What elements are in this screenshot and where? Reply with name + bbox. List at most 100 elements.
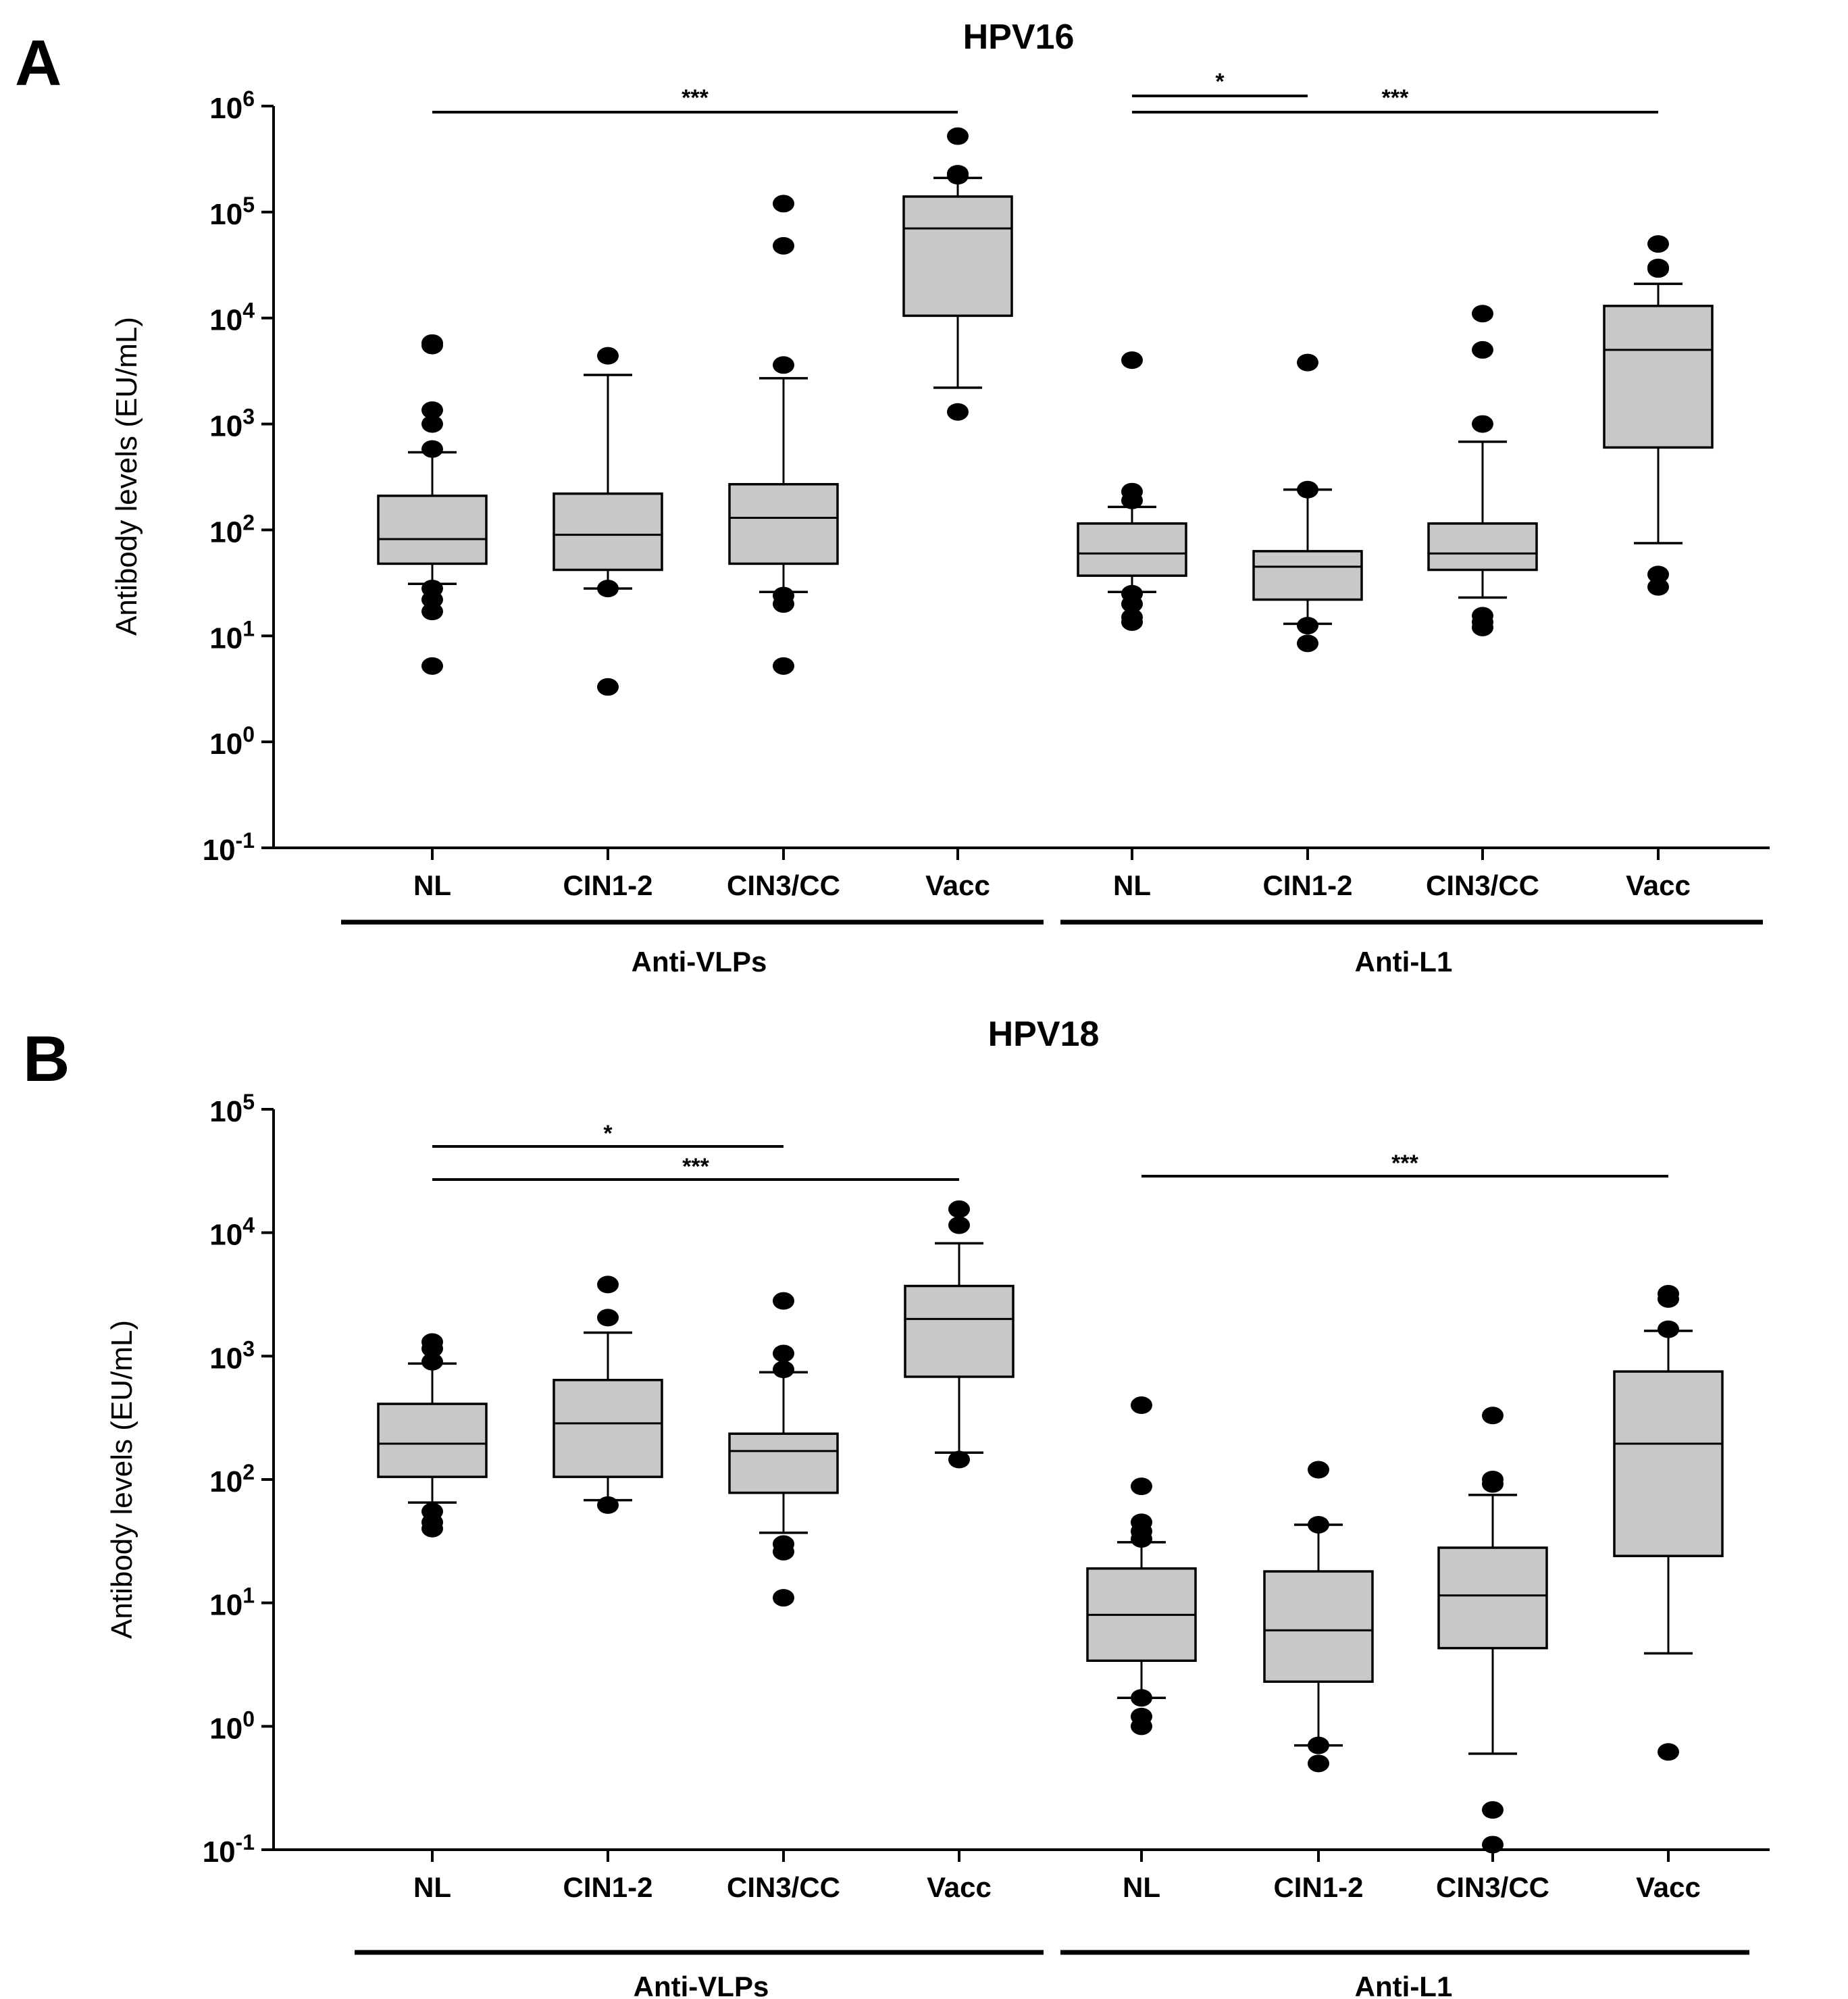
outlier-point bbox=[1297, 634, 1318, 653]
outlier-point bbox=[421, 603, 443, 621]
iqr-box bbox=[553, 1378, 663, 1478]
outlier-point bbox=[421, 440, 443, 458]
significance-label: * bbox=[1215, 69, 1225, 95]
outlier-point bbox=[1121, 613, 1143, 631]
y-tick-label: 104 bbox=[209, 1213, 255, 1252]
outlier-point bbox=[1297, 353, 1318, 372]
outlier-point bbox=[597, 347, 619, 365]
y-tick-base: 10 bbox=[209, 1219, 242, 1252]
y-axis-label-b: Antibody levels (EU/mL) bbox=[105, 1320, 138, 1639]
category-label: Vacc bbox=[927, 1871, 992, 1903]
y-tick-exponent: 5 bbox=[242, 1090, 255, 1114]
significance-label: * bbox=[603, 1121, 613, 1146]
box-anti-l1-vacc bbox=[1613, 1285, 1724, 1761]
outlier-point bbox=[1297, 480, 1318, 499]
outlier-point bbox=[1131, 1396, 1152, 1415]
chart-title-b: HPV18 bbox=[988, 1015, 1100, 1054]
outlier-point bbox=[1472, 305, 1493, 323]
chart-title-a: HPV16 bbox=[963, 18, 1075, 57]
y-tick-label: 103 bbox=[209, 405, 255, 443]
panel-b: B HPV18 Antibody levels (EU/mL) 10510410… bbox=[23, 1015, 1770, 1999]
significance-label: *** bbox=[1382, 85, 1409, 111]
iqr-box bbox=[1252, 550, 1363, 601]
outlier-point bbox=[948, 1216, 970, 1234]
iqr-box bbox=[1077, 522, 1187, 577]
box-anti-l1-nl bbox=[1086, 1396, 1197, 1736]
y-tick-label: 105 bbox=[209, 193, 255, 231]
outlier-point bbox=[1131, 1529, 1152, 1548]
outlier-point bbox=[1308, 1736, 1329, 1754]
boxes-a bbox=[377, 127, 1714, 696]
y-tick-base: 10 bbox=[209, 1712, 242, 1745]
y-tick-base: 10 bbox=[203, 834, 236, 867]
outlier-point bbox=[1121, 595, 1143, 613]
outlier-point bbox=[773, 1292, 794, 1310]
box-anti-l1-nl bbox=[1077, 351, 1187, 631]
outlier-point bbox=[1472, 340, 1493, 359]
box-anti-l1-cin1-2 bbox=[1263, 1461, 1374, 1773]
iqr-box bbox=[1613, 1370, 1724, 1557]
category-label: NL bbox=[1123, 1871, 1160, 1903]
y-tick-exponent: 1 bbox=[242, 616, 255, 640]
outlier-point bbox=[1647, 260, 1669, 278]
group-label: Anti-VLPs bbox=[632, 946, 767, 978]
outlier-point bbox=[773, 356, 794, 374]
x-category-ticks-a bbox=[431, 848, 1660, 860]
outlier-point bbox=[773, 595, 794, 613]
outlier-point bbox=[1482, 1836, 1504, 1854]
group-label: Anti-L1 bbox=[1355, 946, 1453, 978]
y-axis-label-a: Antibody levels (EU/mL) bbox=[110, 317, 143, 636]
significance-brackets-a: ******* bbox=[432, 69, 1658, 113]
category-labels-a: NL CIN1-2 CIN3/CC Vacc NL CIN1-2 CIN3/CC Vacc bbox=[413, 869, 1691, 901]
iqr-box bbox=[1603, 305, 1714, 449]
outlier-point bbox=[1308, 1754, 1329, 1773]
outlier-point bbox=[597, 1309, 619, 1327]
y-tick-label: 100 bbox=[209, 1706, 255, 1745]
boxes-b bbox=[377, 1200, 1724, 1854]
y-tick-exponent: 0 bbox=[242, 722, 255, 747]
y-tick-label: 10-1 bbox=[203, 1830, 255, 1869]
iqr-box bbox=[902, 195, 1013, 318]
outlier-point bbox=[1647, 235, 1669, 253]
outlier-point bbox=[1658, 1320, 1679, 1338]
iqr-box bbox=[1427, 522, 1538, 572]
y-tick-base: 10 bbox=[209, 1465, 242, 1498]
iqr-box bbox=[728, 1432, 839, 1494]
category-label: NL bbox=[1113, 869, 1151, 901]
y-tick-exponent: 6 bbox=[242, 86, 255, 111]
outlier-point bbox=[1647, 578, 1669, 596]
panel-label-b: B bbox=[23, 1023, 70, 1095]
box-anti-l1-cin1-2 bbox=[1252, 353, 1363, 653]
y-tick-exponent: 3 bbox=[242, 405, 255, 429]
outlier-point bbox=[1121, 491, 1143, 509]
y-tick-label: 101 bbox=[209, 1584, 255, 1622]
box-anti-vlps-cin1-2 bbox=[553, 347, 663, 696]
y-tick-label: 103 bbox=[209, 1336, 255, 1375]
outlier-point bbox=[597, 580, 619, 598]
outlier-point bbox=[1121, 351, 1143, 370]
outlier-point bbox=[773, 1542, 794, 1561]
significance-label: *** bbox=[1391, 1150, 1418, 1176]
outlier-point bbox=[948, 1450, 970, 1469]
category-labels-b: NL CIN1-2 CIN3/CC Vacc NL CIN1-2 CIN3/CC Vacc bbox=[413, 1871, 1701, 1903]
category-label: Vacc bbox=[1626, 869, 1691, 901]
y-tick-base: 10 bbox=[209, 1589, 242, 1622]
significance-label: *** bbox=[682, 1154, 709, 1180]
box-anti-vlps-nl bbox=[377, 334, 488, 675]
group-label: Anti-VLPs bbox=[634, 1971, 769, 1999]
y-tick-base: 10 bbox=[209, 622, 242, 655]
category-label: CIN1-2 bbox=[1273, 1871, 1363, 1903]
outlier-point bbox=[1308, 1515, 1329, 1534]
category-label: CIN3/CC bbox=[727, 869, 840, 901]
outlier-point bbox=[773, 236, 794, 255]
iqr-box bbox=[377, 1402, 488, 1478]
outlier-point bbox=[773, 1344, 794, 1363]
category-label: NL bbox=[413, 1871, 451, 1903]
y-tick-base: 10 bbox=[209, 728, 242, 761]
box-anti-l1-vacc bbox=[1603, 235, 1714, 596]
outlier-point bbox=[948, 1200, 970, 1218]
outlier-point bbox=[421, 1352, 443, 1371]
y-tick-exponent: 1 bbox=[242, 1584, 255, 1608]
outlier-point bbox=[1297, 617, 1318, 635]
